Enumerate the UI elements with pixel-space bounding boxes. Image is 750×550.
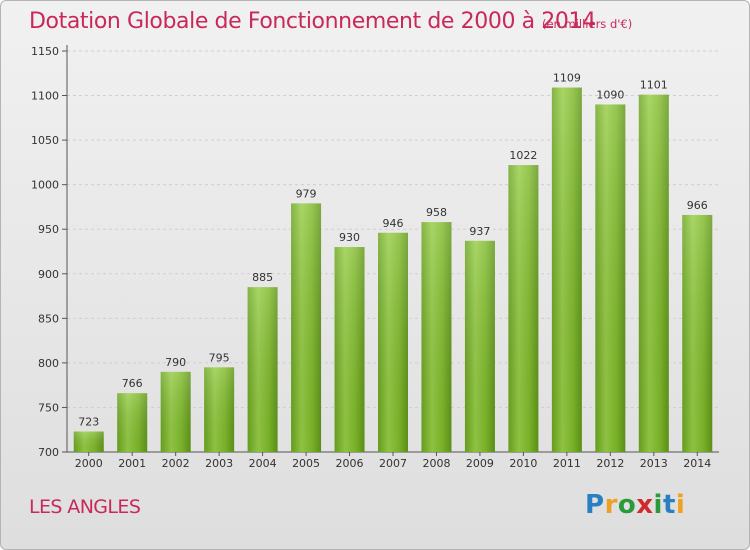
y-tick-label: 1050 xyxy=(31,134,59,147)
bar-shade xyxy=(160,371,191,452)
x-tick-label: 2000 xyxy=(75,457,103,470)
logo-letter: P xyxy=(585,490,605,520)
y-tick-label: 700 xyxy=(38,446,59,459)
y-tick-label: 1000 xyxy=(31,179,59,192)
data-label: 937 xyxy=(469,225,490,238)
bar-shade xyxy=(595,104,626,452)
y-tick-label: 900 xyxy=(38,268,59,281)
y-tick-label: 1100 xyxy=(31,90,59,103)
data-label: 1090 xyxy=(596,88,624,101)
data-label: 766 xyxy=(122,377,143,390)
data-label: 958 xyxy=(426,206,447,219)
y-tick-label: 800 xyxy=(38,357,59,370)
bar-shade xyxy=(421,222,452,452)
logo-letter: i xyxy=(675,490,686,520)
bar-shade xyxy=(247,287,278,452)
bar-shade xyxy=(508,165,539,452)
bar-shade xyxy=(204,367,235,452)
data-label: 885 xyxy=(252,271,273,284)
logo-letter: o xyxy=(617,490,637,520)
x-tick-label: 2013 xyxy=(640,457,668,470)
bar-shade xyxy=(73,431,104,452)
x-tick-label: 2007 xyxy=(379,457,407,470)
x-tick-label: 2001 xyxy=(118,457,146,470)
bar-shade xyxy=(551,87,582,452)
y-tick-label: 950 xyxy=(38,223,59,236)
data-label: 1101 xyxy=(640,79,668,92)
data-label: 1109 xyxy=(553,72,581,85)
data-label: 795 xyxy=(209,351,230,364)
data-label: 946 xyxy=(383,217,404,230)
logo-letter: r xyxy=(604,490,618,520)
x-tick-label: 2010 xyxy=(509,457,537,470)
x-tick-label: 2005 xyxy=(292,457,320,470)
x-tick-label: 2012 xyxy=(596,457,624,470)
bar-shade xyxy=(117,393,148,452)
chart-title: Dotation Globale de Fonctionnement de 20… xyxy=(29,9,596,34)
axes: 700 750 800 850 900 950 1000 1050 1100 1150 xyxy=(31,45,719,459)
x-tick-label: 2004 xyxy=(249,457,277,470)
y-tick-label: 1150 xyxy=(31,45,59,58)
x-tick-label: 2011 xyxy=(553,457,581,470)
data-label: 979 xyxy=(296,187,317,200)
logo-letter: i xyxy=(653,490,663,520)
x-tick-label: 2002 xyxy=(162,457,190,470)
data-label: 723 xyxy=(78,416,99,429)
bar-shade xyxy=(682,214,713,452)
data-label: 1022 xyxy=(509,149,537,162)
bars xyxy=(73,87,713,453)
x-tick-label: 2014 xyxy=(683,457,711,470)
bar-shade xyxy=(638,94,669,453)
chart-subtitle: (en milliers d'€) xyxy=(542,17,633,31)
y-tick-label: 850 xyxy=(38,312,59,325)
bar-shade xyxy=(464,240,495,452)
x-tick-label: 2009 xyxy=(466,457,494,470)
data-label: 790 xyxy=(165,356,186,369)
proxiti-logo: Proxiti xyxy=(585,490,685,520)
logo-letter: t xyxy=(662,490,676,520)
x-tick-label: 2003 xyxy=(205,457,233,470)
data-label: 930 xyxy=(339,231,360,244)
bar-shade xyxy=(291,203,322,452)
logo-letter: x xyxy=(636,490,654,520)
y-tick-label: 750 xyxy=(38,401,59,414)
data-label: 966 xyxy=(687,199,708,212)
bar-shade xyxy=(378,232,408,452)
x-tick-label: 2006 xyxy=(336,457,364,470)
labels: 2000 723 2001 766 2002 790 2003 795 2004 885 2005 9… xyxy=(75,72,712,470)
commune-name: LES ANGLES xyxy=(29,496,141,518)
x-tick-label: 2008 xyxy=(422,457,450,470)
bar-shade xyxy=(334,247,365,452)
